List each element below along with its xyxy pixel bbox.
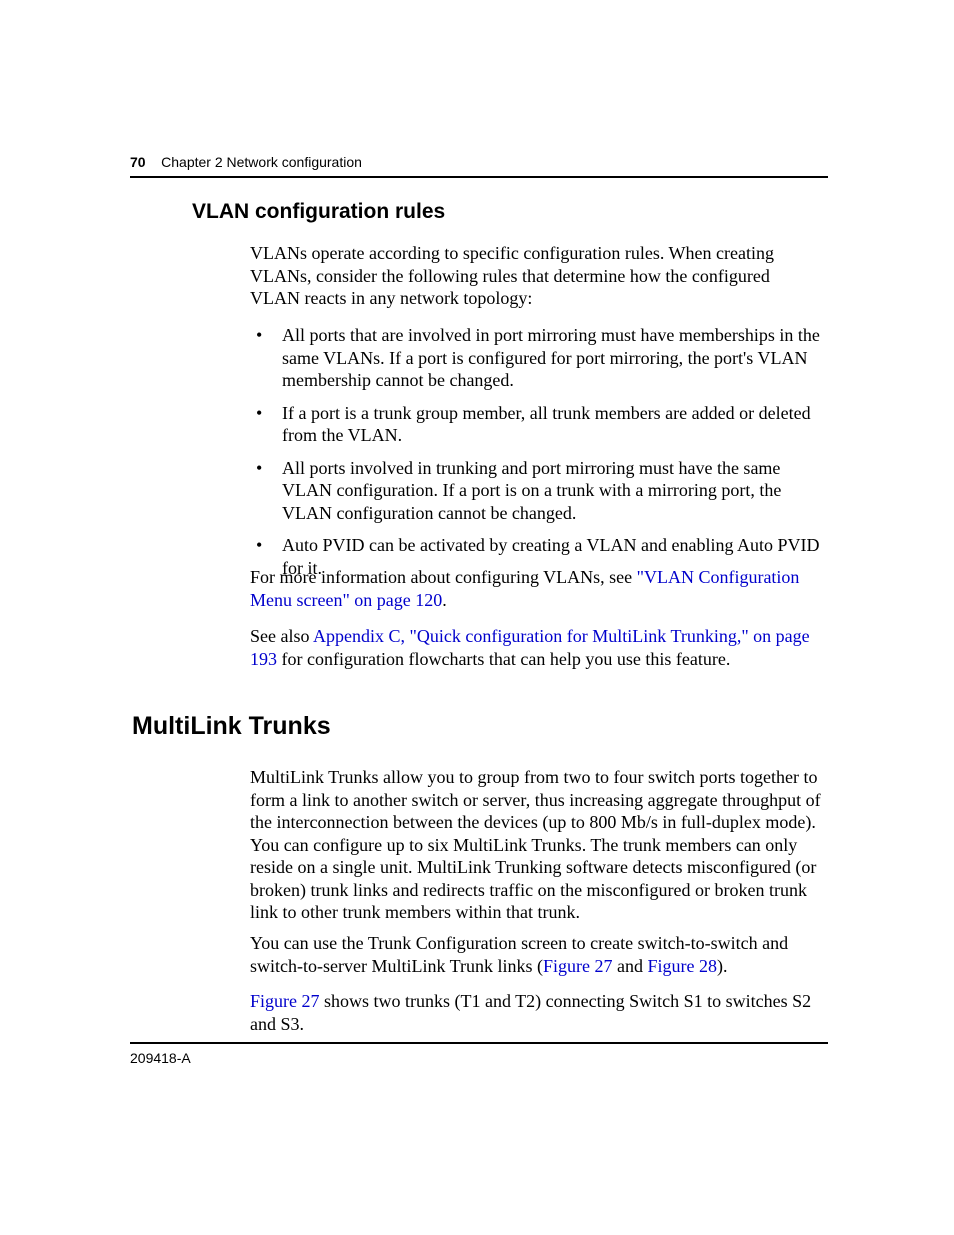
text-run: and	[613, 956, 648, 976]
header-rule	[130, 176, 828, 178]
page-number: 70	[130, 154, 146, 170]
text-run: shows two trunks (T1 and T2) connecting …	[250, 991, 811, 1034]
text-run: for configuration flowcharts that can he…	[277, 649, 730, 669]
list-item-text: All ports that are involved in port mirr…	[282, 325, 820, 390]
chapter-label: Chapter 2 Network configuration	[161, 154, 362, 170]
text-run: ).	[717, 956, 728, 976]
link-figure-28[interactable]: Figure 28	[648, 956, 718, 976]
list-item: All ports that are involved in port mirr…	[278, 324, 824, 392]
link-figure-27[interactable]: Figure 27	[250, 991, 320, 1011]
paragraph-trunks-intro: MultiLink Trunks allow you to group from…	[250, 766, 824, 924]
list-item: If a port is a trunk group member, all t…	[278, 402, 824, 447]
list-item-text: If a port is a trunk group member, all t…	[282, 403, 811, 446]
footer-rule	[130, 1042, 828, 1044]
paragraph-more-info: For more information about configuring V…	[250, 566, 824, 611]
chapter-title	[149, 154, 161, 170]
running-header: 70 Chapter 2 Network configuration	[130, 154, 824, 170]
text-run: See also	[250, 626, 313, 646]
heading-multilink-trunks: MultiLink Trunks	[132, 712, 331, 741]
paragraph-intro: VLANs operate according to specific conf…	[250, 242, 824, 310]
list-item-text: All ports involved in trunking and port …	[282, 458, 781, 523]
footer-docid: 209418-A	[130, 1050, 191, 1066]
list-item: All ports involved in trunking and port …	[278, 457, 824, 525]
text-run: .	[442, 590, 447, 610]
paragraph-see-also: See also Appendix C, "Quick configuratio…	[250, 625, 824, 670]
paragraph-trunk-config: You can use the Trunk Configuration scre…	[250, 932, 824, 977]
text-run: For more information about configuring V…	[250, 567, 637, 587]
document-page: 70 Chapter 2 Network configuration VLAN …	[0, 0, 954, 1235]
paragraph-figure-27: Figure 27 shows two trunks (T1 and T2) c…	[250, 990, 824, 1035]
link-figure-27[interactable]: Figure 27	[543, 956, 613, 976]
heading-vlan-config-rules: VLAN configuration rules	[192, 200, 445, 224]
bullet-list: All ports that are involved in port mirr…	[250, 324, 824, 589]
